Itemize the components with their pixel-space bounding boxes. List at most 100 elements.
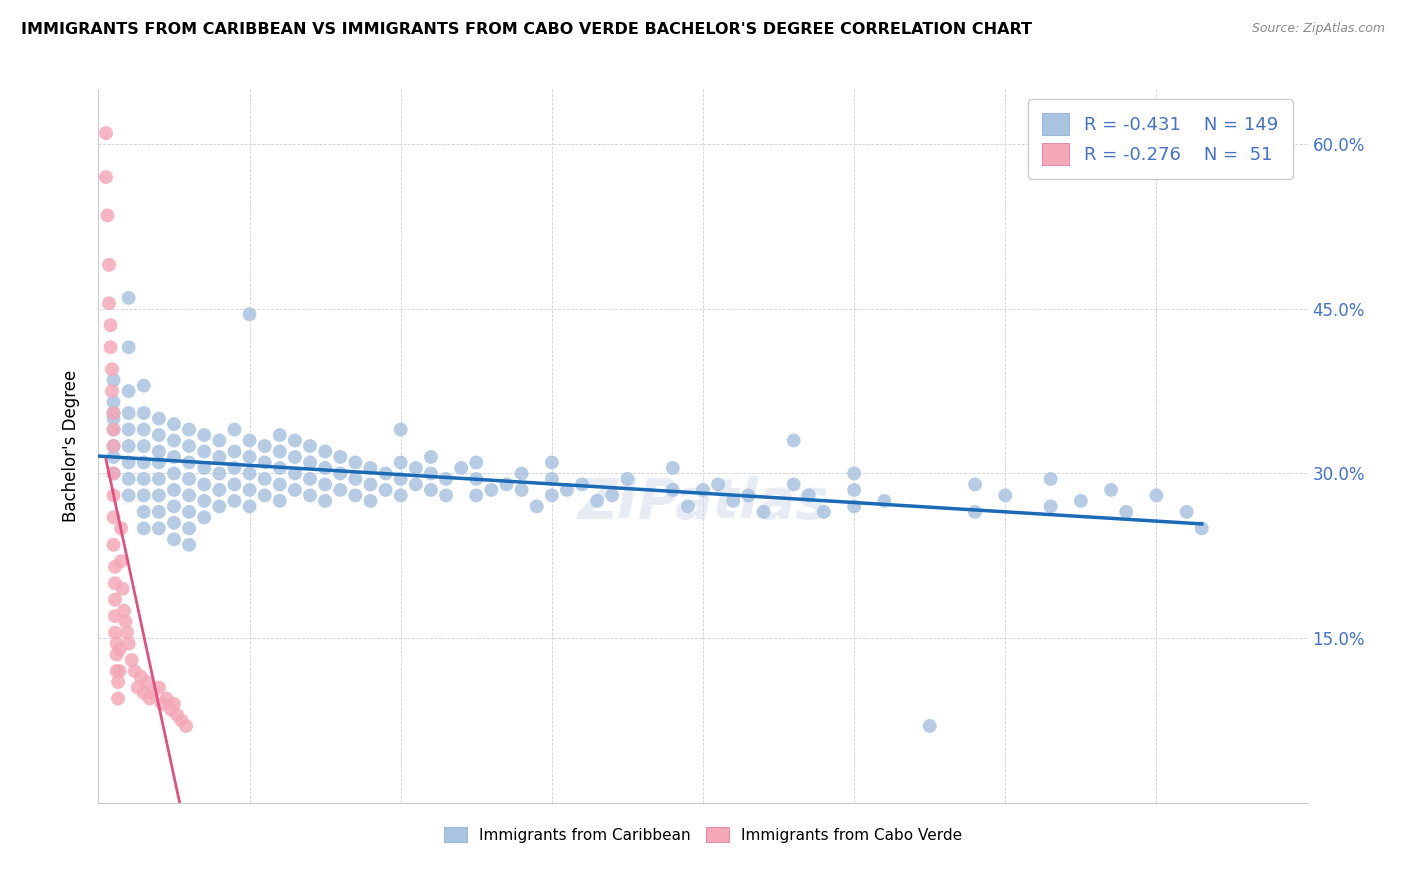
Point — [111, 582, 134, 596]
Point — [129, 669, 152, 683]
Point — [142, 686, 165, 700]
Point — [420, 483, 443, 497]
Point — [148, 472, 170, 486]
Point — [193, 477, 215, 491]
Point — [163, 450, 186, 464]
Point — [389, 423, 412, 437]
Point — [844, 500, 866, 514]
Point — [269, 428, 291, 442]
Point — [179, 521, 201, 535]
Point — [103, 373, 125, 387]
Point — [253, 488, 276, 502]
Point — [193, 461, 215, 475]
Point — [224, 477, 246, 491]
Point — [434, 488, 457, 502]
Point — [163, 697, 186, 711]
Y-axis label: Bachelor's Degree: Bachelor's Degree — [62, 370, 80, 522]
Point — [104, 559, 127, 574]
Point — [994, 488, 1017, 502]
Point — [844, 483, 866, 497]
Point — [132, 488, 155, 502]
Point — [148, 681, 170, 695]
Point — [707, 477, 730, 491]
Point — [118, 384, 141, 398]
Point — [314, 494, 336, 508]
Point — [1115, 505, 1137, 519]
Point — [103, 423, 125, 437]
Point — [104, 625, 127, 640]
Point — [163, 483, 186, 497]
Point — [239, 434, 262, 448]
Point — [100, 340, 122, 354]
Point — [103, 395, 125, 409]
Point — [314, 444, 336, 458]
Point — [118, 340, 141, 354]
Point — [284, 467, 307, 481]
Point — [329, 450, 352, 464]
Point — [132, 455, 155, 469]
Point — [405, 477, 427, 491]
Point — [253, 439, 276, 453]
Point — [132, 423, 155, 437]
Point — [571, 477, 593, 491]
Point — [540, 455, 562, 469]
Point — [179, 505, 201, 519]
Point — [405, 461, 427, 475]
Point — [389, 455, 412, 469]
Point — [94, 126, 117, 140]
Point — [124, 664, 146, 678]
Point — [163, 417, 186, 431]
Point — [104, 576, 127, 591]
Point — [420, 450, 443, 464]
Point — [434, 472, 457, 486]
Point — [269, 477, 291, 491]
Point — [797, 488, 820, 502]
Point — [127, 681, 149, 695]
Point — [179, 488, 201, 502]
Point — [103, 488, 125, 502]
Point — [170, 714, 193, 728]
Point — [208, 500, 231, 514]
Point — [179, 423, 201, 437]
Point — [284, 450, 307, 464]
Point — [224, 423, 246, 437]
Point — [329, 467, 352, 481]
Point — [783, 477, 806, 491]
Point — [737, 488, 759, 502]
Point — [208, 434, 231, 448]
Point — [918, 719, 941, 733]
Point — [465, 488, 488, 502]
Point — [121, 653, 143, 667]
Point — [616, 472, 638, 486]
Point — [965, 477, 987, 491]
Point — [118, 406, 141, 420]
Point — [661, 461, 683, 475]
Point — [813, 505, 835, 519]
Point — [150, 697, 173, 711]
Point — [239, 483, 262, 497]
Point — [540, 472, 562, 486]
Point — [148, 505, 170, 519]
Point — [110, 521, 132, 535]
Point — [104, 592, 127, 607]
Point — [148, 455, 170, 469]
Point — [481, 483, 503, 497]
Point — [179, 455, 201, 469]
Point — [284, 434, 307, 448]
Point — [873, 494, 896, 508]
Point — [103, 538, 125, 552]
Point — [98, 296, 121, 310]
Point — [132, 472, 155, 486]
Point — [163, 516, 186, 530]
Point — [104, 609, 127, 624]
Point — [208, 467, 231, 481]
Point — [344, 488, 367, 502]
Point — [105, 664, 128, 678]
Point — [108, 664, 131, 678]
Point — [118, 637, 141, 651]
Point — [783, 434, 806, 448]
Point — [224, 494, 246, 508]
Point — [510, 483, 533, 497]
Point — [284, 483, 307, 497]
Point — [155, 691, 177, 706]
